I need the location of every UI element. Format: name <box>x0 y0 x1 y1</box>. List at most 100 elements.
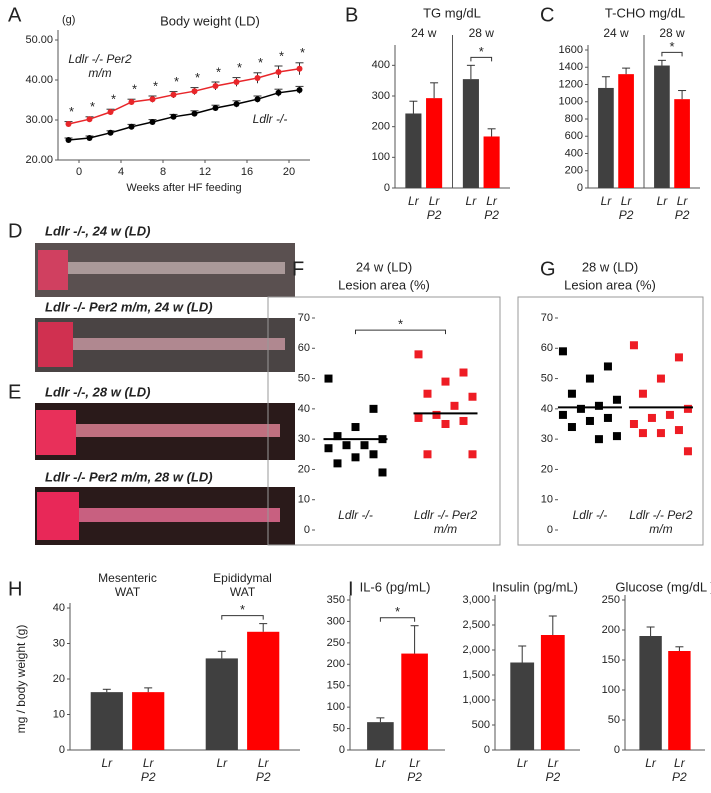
group-label-box: 28 w <box>659 26 684 40</box>
y-tick-label: 1400 <box>559 61 583 73</box>
bar-label-box: Lr <box>375 756 386 770</box>
significance-bracket <box>221 615 264 620</box>
y-tick-label: 100 <box>327 701 345 713</box>
y-tick-label: 600 <box>565 130 583 142</box>
point <box>324 374 333 383</box>
bar-label-box: Lr <box>101 756 113 770</box>
group-label: 28 w <box>468 26 494 40</box>
group-label-box: 28 w <box>468 26 494 40</box>
point <box>468 450 477 459</box>
point <box>594 435 603 444</box>
y-tick-label: 200 <box>565 165 583 177</box>
significance-label: * <box>132 82 137 97</box>
point <box>647 413 656 422</box>
bar <box>426 98 443 188</box>
point <box>567 389 576 398</box>
group-label: Mesenteric WAT <box>98 571 157 599</box>
point <box>254 75 261 81</box>
point <box>612 432 621 441</box>
point <box>65 137 72 143</box>
point <box>567 423 576 432</box>
y-tick-label: 70 <box>298 312 310 324</box>
point <box>612 395 621 404</box>
group-label-box: 24 w <box>603 26 628 40</box>
significance-label: * <box>174 74 179 89</box>
bar-label-box: Lr P2 <box>672 756 687 784</box>
y-tick-label: 50 <box>608 714 620 726</box>
bar <box>205 658 238 750</box>
bar-label: Lr <box>465 194 477 208</box>
point <box>296 87 303 93</box>
y-tick-label: 3,000 <box>462 594 490 606</box>
point <box>342 441 351 450</box>
point <box>683 447 692 456</box>
y-tick-label: 20 <box>53 673 65 685</box>
significance-label: * <box>90 99 95 114</box>
y-tick-label: 400 <box>372 59 390 71</box>
point <box>558 347 567 356</box>
chart-title: 24 w (LD) <box>356 259 412 274</box>
bar-label: Lr P2 <box>672 756 687 784</box>
bar-label: Lr P2 <box>674 194 690 222</box>
x-tick-label: 12 <box>199 166 211 178</box>
y-tick-label: 200 <box>327 658 345 670</box>
y-tick-label: 0 <box>59 744 65 756</box>
bar-label-box: Lr P2 <box>140 756 156 784</box>
bar-label: Lr <box>516 756 528 770</box>
bar <box>668 651 691 750</box>
y-tick-label: 50 <box>541 372 553 384</box>
y-tick-label: 0 <box>614 744 620 756</box>
bar-label: Lr <box>101 756 113 770</box>
y-tick-label: 1600 <box>559 44 583 56</box>
aorta-vessel <box>45 338 285 350</box>
x-tick-label: 20 <box>283 166 295 178</box>
significance-bracket <box>661 51 683 57</box>
group-label: 24 w <box>411 26 437 40</box>
x-axis-label: Weeks after HF feeding <box>126 182 241 194</box>
chart-title: T-CHO mg/dL <box>605 5 685 20</box>
point <box>603 362 612 371</box>
y-tick-label: 100 <box>602 684 620 696</box>
significance-label: * <box>195 70 200 85</box>
y-tick-label: 20 <box>298 463 310 475</box>
legend-label: Ldlr -/- <box>252 112 288 126</box>
bar-label: Lr P2 <box>545 756 561 784</box>
y-tick-label: 2,500 <box>462 619 490 631</box>
y-tick-label: 70 <box>541 312 553 324</box>
point <box>86 135 93 141</box>
bar-label: Lr <box>408 194 419 208</box>
point <box>254 96 261 103</box>
y-tick-label: 40 <box>541 403 553 415</box>
bar-label-box: Lr P2 <box>427 194 442 222</box>
y-tick-label: 300 <box>327 615 345 627</box>
point <box>65 121 72 127</box>
y-tick-label: 1,000 <box>462 694 490 706</box>
y-tick-label: 0 <box>547 524 553 536</box>
y-tick-label: 20 <box>541 463 553 475</box>
point <box>629 420 638 428</box>
x-tick-label: 8 <box>160 166 166 178</box>
group-label: Epididymal WAT <box>213 571 272 599</box>
significance-label: * <box>669 39 674 54</box>
y-tick-label: 350 <box>327 594 345 606</box>
panel-letter: B <box>345 4 358 26</box>
point <box>275 89 282 96</box>
bar-label: Lr <box>645 756 656 770</box>
point <box>128 99 135 105</box>
chart-title: Insulin (pg/mL) <box>492 579 578 594</box>
chart-title: IL-6 (pg/mL) <box>360 579 431 594</box>
bar-label: Lr P2 <box>140 756 156 784</box>
panel-letter: I <box>348 578 354 600</box>
bar-label-box: Lr <box>657 194 668 208</box>
y-tick-label: 200 <box>372 121 390 133</box>
bar-label-box: Lr <box>408 194 419 208</box>
significance-label: * <box>258 55 263 70</box>
panel-frame <box>517 296 704 546</box>
category-label: Ldlr -/- <box>572 508 608 522</box>
point <box>296 65 303 72</box>
group-label-box: Epididymal WAT <box>213 571 272 599</box>
y-axis-label: mg / body weight (g) <box>14 625 28 734</box>
category-label: Ldlr -/- Per2 m/m <box>413 508 478 536</box>
aorta-vessel <box>45 424 280 437</box>
